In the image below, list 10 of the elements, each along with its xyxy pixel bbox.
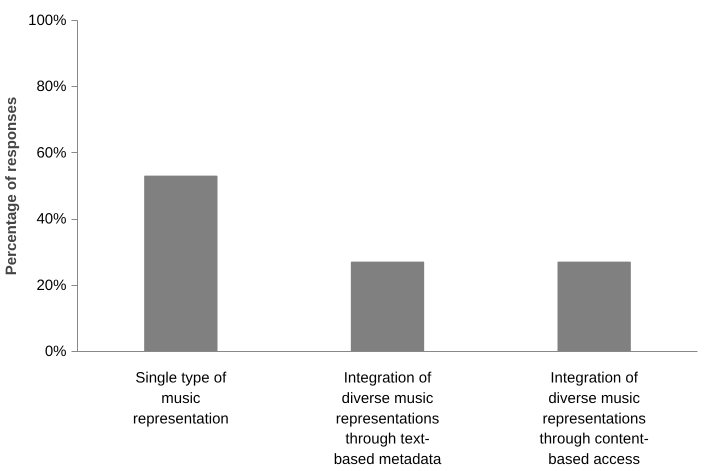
x-tick-label: Single type of music representation (132, 370, 229, 428)
y-tick-label: 20% (36, 276, 67, 294)
y-tick-label: 0% (44, 343, 67, 360)
x-tick-label: Integration of diverse music representations through content-based access (540, 370, 649, 468)
x-tick-label: Integration of diverse music representations through text-based metadata (334, 370, 442, 468)
y-tick-label: 40% (36, 210, 67, 228)
y-axis-title: Percentage of responses (3, 96, 20, 276)
y-tick-label: 100% (28, 12, 67, 29)
y-tick-label: 60% (36, 144, 67, 162)
y-tick-label: 80% (36, 78, 67, 96)
